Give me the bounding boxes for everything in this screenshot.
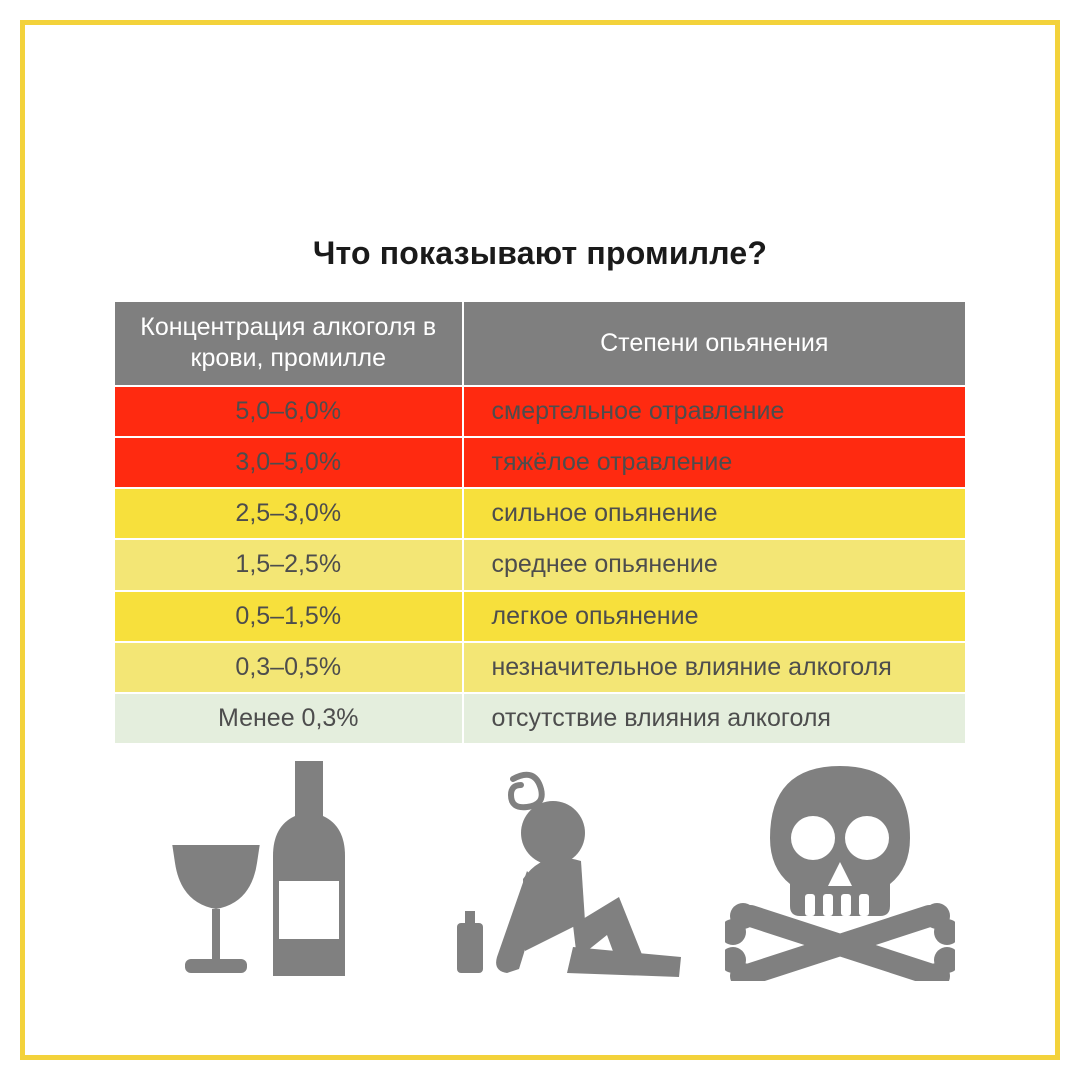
table-row: 0,5–1,5% легкое опьянение [115,590,965,641]
table-row: 5,0–6,0% смертельное отравление [115,385,965,436]
drunk-person-icon [423,771,683,981]
col-header-concentration: Концентрация алкоголя в крови, промилле [115,302,464,385]
bac-table-body: 5,0–6,0% смертельное отравление 3,0–5,0%… [115,385,965,744]
table-row: 3,0–5,0% тяжёлое отравление [115,436,965,487]
wine-bottle-icon [155,761,380,981]
bac-table: Концентрация алкоголя в крови, промилле … [115,302,965,743]
cell-concentration: 5,0–6,0% [115,385,464,436]
cell-description: сильное опьянение [464,487,966,538]
frame: Что показывают промилле? Концентрация ал… [20,20,1060,1060]
cell-description: среднее опьянение [464,538,966,589]
table-row: Менее 0,3% отсутствие влияния алкоголя [115,692,965,743]
cell-concentration: 3,0–5,0% [115,436,464,487]
icon-row [115,761,965,981]
cell-concentration: 2,5–3,0% [115,487,464,538]
cell-description: незначительное влияние алкоголя [464,641,966,692]
skull-crossbones-icon [725,766,955,981]
cell-description: легкое опьянение [464,590,966,641]
table-row: 2,5–3,0% сильное опьянение [115,487,965,538]
cell-concentration: 0,5–1,5% [115,590,464,641]
table-row: 1,5–2,5% среднее опьянение [115,538,965,589]
content-area: Что показывают промилле? Концентрация ал… [25,235,1055,981]
col-header-description: Степени опьянения [464,302,966,385]
table-row: 0,3–0,5% незначительное влияние алкоголя [115,641,965,692]
cell-concentration: 0,3–0,5% [115,641,464,692]
cell-description: отсутствие влияния алкоголя [464,692,966,743]
cell-description: смертельное отравление [464,385,966,436]
cell-concentration: 1,5–2,5% [115,538,464,589]
page-title: Что показывают промилле? [115,235,965,272]
cell-concentration: Менее 0,3% [115,692,464,743]
cell-description: тяжёлое отравление [464,436,966,487]
